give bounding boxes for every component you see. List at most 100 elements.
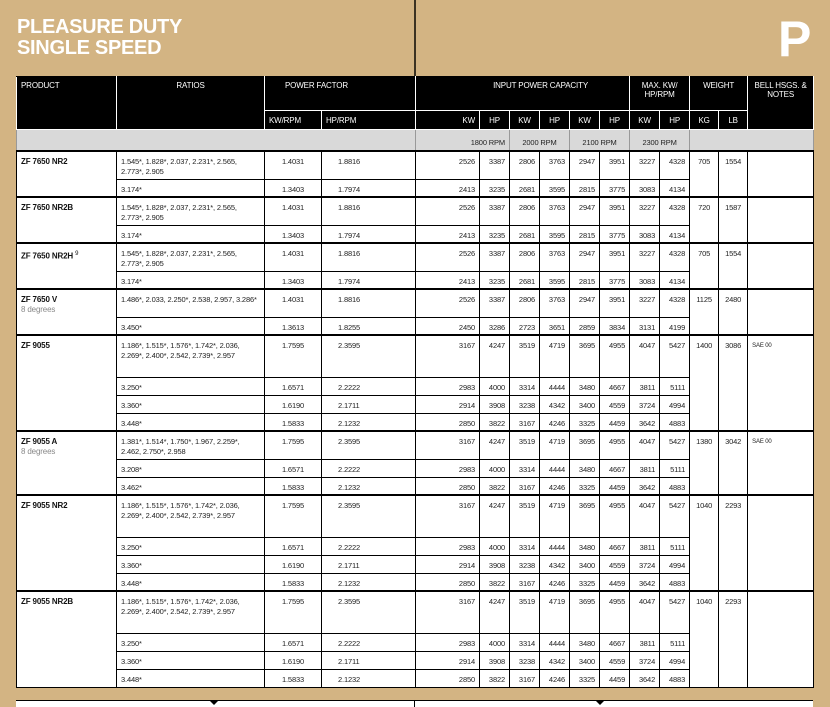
product-name-cell: ZF 9055 NR2B (16, 590, 117, 688)
header-kw-2100: KW (569, 110, 601, 130)
capacity-cell: 4883 (659, 572, 691, 592)
kw-rpm-cell: 1.7595 (264, 430, 322, 460)
capacity-cell: 2947 (569, 288, 601, 318)
capacity-cell: 3400 (569, 394, 601, 414)
product-variant: 8 degrees (21, 447, 56, 456)
hp-rpm-cell: 2.1232 (320, 572, 417, 592)
capacity-cell: 3763 (539, 288, 571, 318)
hp-rpm-cell: 1.7974 (320, 270, 417, 290)
ratios-cell: 1.186*, 1.515*, 1.576*, 1.742*, 2.036, 2… (116, 590, 265, 634)
capacity-cell: 4719 (539, 334, 571, 378)
table-row: ZF 9055 1.186*, 1.515*, 1.576*, 1.742*, 2… (16, 334, 815, 432)
capacity-cell: 4667 (599, 536, 631, 556)
capacity-cell: 4559 (599, 394, 631, 414)
ratios-cell: 3.360* (116, 650, 265, 670)
capacity-cell: 3908 (479, 394, 511, 414)
weight-lb-cell: 3042 (718, 430, 749, 496)
capacity-cell: 2983 (415, 376, 481, 396)
capacity-cell: 3235 (479, 224, 511, 244)
kw-rpm-cell: 1.6571 (264, 376, 322, 396)
capacity-cell: 4444 (539, 376, 571, 396)
capacity-cell: 3822 (479, 572, 511, 592)
capacity-cell: 4134 (659, 178, 691, 198)
kw-rpm-cell: 1.4031 (264, 196, 322, 226)
ratios-cell: 1.486*, 2.033, 2.250*, 2.538, 2.957, 3.2… (116, 288, 265, 318)
capacity-cell: 4047 (629, 430, 661, 460)
capacity-cell: 3480 (569, 536, 601, 556)
capacity-cell: 2850 (415, 572, 481, 592)
ratios-cell: 1.545*, 1.828*, 2.037, 2.231*, 2.565, 2.… (116, 150, 265, 180)
gear-ratings-table: PRODUCT RATIOS POWER FACTOR INPUT POWER … (15, 76, 815, 688)
capacity-cell: 4247 (479, 494, 511, 538)
kw-rpm-cell: 1.6190 (264, 650, 322, 670)
capacity-cell: 4000 (479, 458, 511, 478)
capacity-cell: 2681 (509, 270, 541, 290)
capacity-cell: 4719 (539, 494, 571, 538)
hp-rpm-cell: 2.2222 (320, 376, 417, 396)
hp-rpm-cell: 2.2222 (320, 632, 417, 652)
hp-rpm-cell: 1.8816 (320, 150, 417, 180)
capacity-cell: 4994 (659, 650, 691, 670)
capacity-cell: 4328 (659, 196, 691, 226)
weight-kg-cell: 1125 (689, 288, 720, 336)
capacity-cell: 3314 (509, 536, 541, 556)
kw-rpm-cell: 1.7595 (264, 334, 322, 378)
product-name-cell: ZF 7650 NR2 (16, 150, 117, 198)
capacity-cell: 3167 (415, 334, 481, 378)
rpm-band-2300: 2300 RPM (629, 129, 691, 152)
header-hp-rpm: HP/RPM (320, 110, 417, 130)
capacity-cell: 5111 (659, 458, 691, 478)
table-row: 3.360* 1.6190 2.1711 2914 3908 3238 4342 3400 45… (17, 650, 814, 670)
capacity-cell: 3167 (509, 476, 541, 496)
hp-rpm-cell: 2.3595 (320, 590, 417, 634)
capacity-cell: 4994 (659, 394, 691, 414)
hp-rpm-cell: 2.3595 (320, 494, 417, 538)
header-kg: KG (689, 110, 720, 130)
hp-rpm-cell: 2.2222 (320, 536, 417, 556)
header-hp-2300: HP (659, 110, 691, 130)
capacity-cell: 3951 (599, 196, 631, 226)
capacity-cell: 5427 (659, 334, 691, 378)
bell-housing-notes-cell (747, 150, 815, 198)
capacity-cell: 3167 (415, 590, 481, 634)
table-row: 3.250* 1.6571 2.2222 2983 4000 3314 4444 3480 46… (17, 632, 814, 652)
capacity-cell: 2983 (415, 536, 481, 556)
ratios-cell: 3.250* (116, 376, 265, 396)
capacity-cell: 3724 (629, 554, 661, 574)
ratios-cell: 3.462* (116, 476, 265, 496)
bell-housing-notes-cell (747, 288, 815, 336)
product-name: ZF 7650 NR2B (21, 203, 73, 212)
table-row: 3.448* 1.5833 2.1232 2850 3822 3167 4246 3325 44… (17, 668, 814, 688)
capacity-cell: 3131 (629, 316, 661, 336)
capacity-cell: 3775 (599, 270, 631, 290)
capacity-cell: 3314 (509, 632, 541, 652)
capacity-cell: 2413 (415, 270, 481, 290)
weight-kg-cell: 720 (689, 196, 720, 244)
capacity-cell: 4459 (599, 572, 631, 592)
capacity-cell: 4000 (479, 536, 511, 556)
rpm-band-1800: 1800 RPM (415, 129, 511, 152)
kw-rpm-cell: 1.5833 (264, 668, 322, 688)
hp-rpm-cell: 2.1711 (320, 394, 417, 414)
capacity-cell: 2914 (415, 650, 481, 670)
capacity-cell: 5111 (659, 536, 691, 556)
capacity-cell: 4047 (629, 494, 661, 538)
header-kw-rpm: KW/RPM (264, 110, 322, 130)
capacity-cell: 4459 (599, 668, 631, 688)
capacity-cell: 2681 (509, 224, 541, 244)
capacity-cell: 4246 (539, 412, 571, 432)
table-row: 3.360* 1.6190 2.1711 2914 3908 3238 4342 3400 45… (17, 554, 814, 574)
capacity-cell: 5427 (659, 590, 691, 634)
capacity-cell: 3695 (569, 494, 601, 538)
header-weight: WEIGHT (689, 76, 749, 111)
capacity-cell: 3387 (479, 242, 511, 272)
capacity-cell: 4883 (659, 476, 691, 496)
table-continuation (16, 700, 813, 707)
capacity-cell: 5111 (659, 376, 691, 396)
capacity-cell: 3238 (509, 650, 541, 670)
capacity-cell: 4342 (539, 650, 571, 670)
capacity-cell: 3083 (629, 224, 661, 244)
weight-kg-cell: 1380 (689, 430, 720, 496)
